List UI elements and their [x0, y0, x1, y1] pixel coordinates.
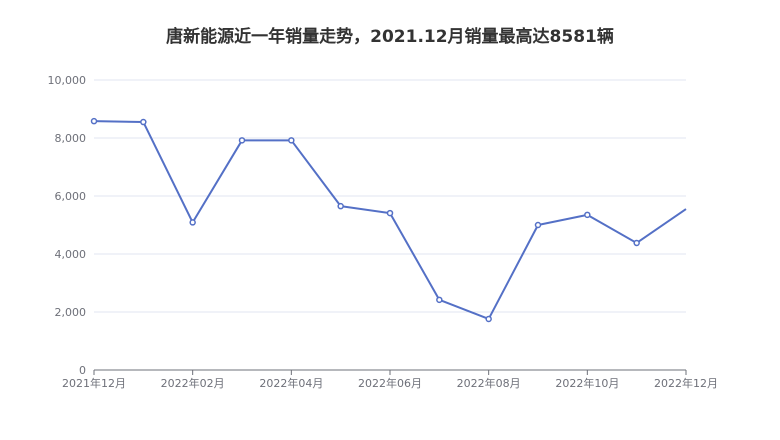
x-tick-label: 2022年02月 — [161, 376, 225, 390]
axes: 0 2,000 4,000 6,000 8,000 10,000 2021年12月 2022年… — [48, 74, 719, 390]
series-line — [93, 120, 687, 320]
data-point[interactable] — [584, 211, 591, 219]
y-tick-label: 2,000 — [55, 306, 87, 319]
data-point[interactable] — [189, 219, 196, 226]
y-tick-label: 8,000 — [55, 132, 87, 145]
data-point[interactable] — [436, 296, 443, 304]
data-point[interactable] — [633, 239, 640, 247]
data-point[interactable] — [288, 137, 295, 144]
x-tick-label: 2022年10月 — [555, 376, 619, 390]
x-tick-label: 2022年12月 — [654, 376, 718, 390]
data-point[interactable] — [485, 315, 492, 323]
series-layer — [90, 117, 687, 323]
y-tick-label: 6,000 — [55, 190, 87, 203]
data-point[interactable] — [534, 221, 542, 229]
y-tick-label: 10,000 — [48, 74, 87, 87]
data-point[interactable] — [140, 118, 147, 126]
x-tick-label: 2022年04月 — [259, 376, 323, 390]
data-point[interactable] — [386, 209, 394, 217]
grid-lines — [94, 79, 686, 313]
data-point[interactable] — [337, 202, 344, 210]
x-tick-label: 2022年06月 — [358, 376, 422, 390]
y-tick-label: 0 — [79, 364, 86, 377]
chart-title: 唐新能源近一年销量走势，2021.12月销量最高达8581辆 — [166, 27, 614, 47]
data-point[interactable] — [238, 137, 246, 144]
x-tick-label: 2021年12月 — [62, 376, 126, 390]
data-point[interactable] — [90, 117, 98, 125]
x-tick-label: 2022年08月 — [457, 376, 521, 390]
y-tick-label: 4,000 — [55, 248, 87, 261]
